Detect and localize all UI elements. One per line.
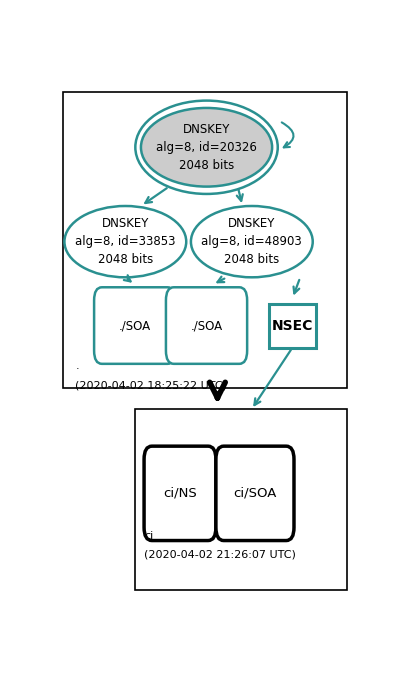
FancyBboxPatch shape xyxy=(135,409,347,590)
Text: ./SOA: ./SOA xyxy=(118,319,151,332)
Ellipse shape xyxy=(64,206,186,277)
Text: (2020-04-02 21:26:07 UTC): (2020-04-02 21:26:07 UTC) xyxy=(144,550,296,560)
Text: DNSKEY
alg=8, id=20326
2048 bits: DNSKEY alg=8, id=20326 2048 bits xyxy=(156,123,257,172)
FancyBboxPatch shape xyxy=(63,92,347,388)
Text: .: . xyxy=(75,361,79,371)
Ellipse shape xyxy=(141,108,272,187)
FancyBboxPatch shape xyxy=(166,287,247,364)
Ellipse shape xyxy=(191,206,313,277)
Text: ci/NS: ci/NS xyxy=(163,487,197,500)
Text: DNSKEY
alg=8, id=48903
2048 bits: DNSKEY alg=8, id=48903 2048 bits xyxy=(202,217,302,266)
FancyBboxPatch shape xyxy=(94,287,175,364)
FancyBboxPatch shape xyxy=(144,446,216,541)
Text: NSEC: NSEC xyxy=(272,319,313,332)
Text: ./SOA: ./SOA xyxy=(191,319,222,332)
Text: (2020-04-02 18:25:22 UTC): (2020-04-02 18:25:22 UTC) xyxy=(75,381,227,391)
Text: ci/SOA: ci/SOA xyxy=(233,487,276,500)
Text: ci: ci xyxy=(144,530,153,541)
FancyBboxPatch shape xyxy=(269,304,316,347)
Text: DNSKEY
alg=8, id=33853
2048 bits: DNSKEY alg=8, id=33853 2048 bits xyxy=(75,217,176,266)
FancyBboxPatch shape xyxy=(216,446,294,541)
